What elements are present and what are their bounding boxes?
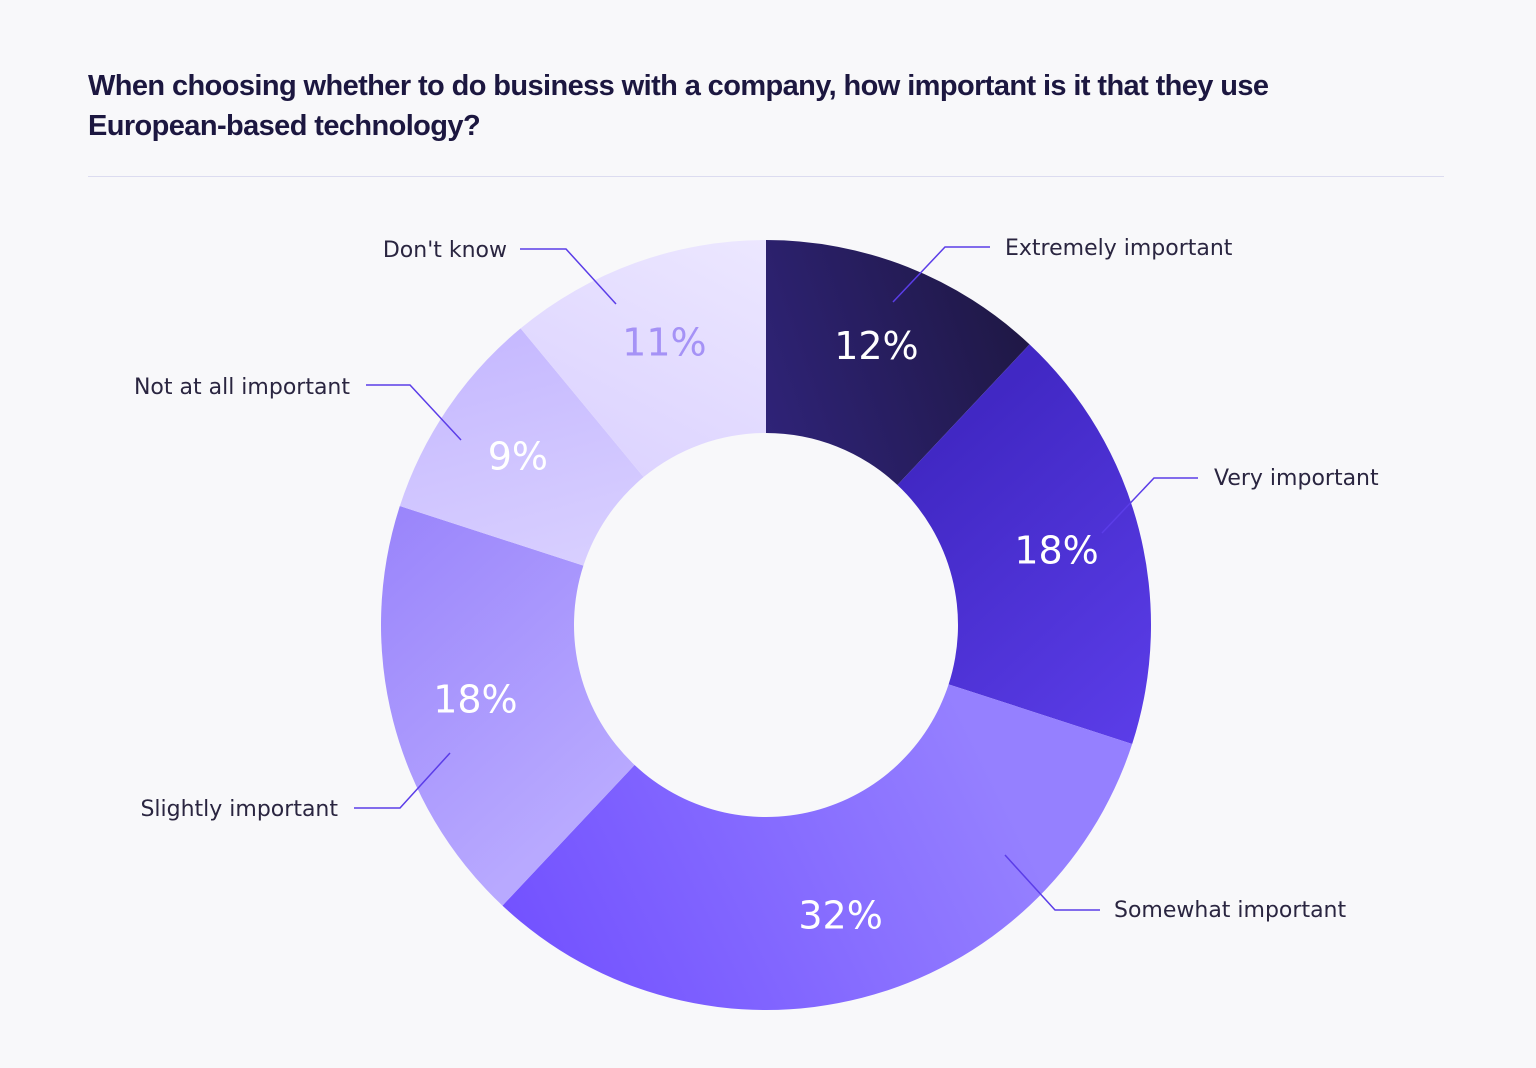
- slice-value-label: 12%: [834, 324, 918, 368]
- leader-line: [892, 246, 990, 303]
- slice-value-label: 18%: [433, 678, 517, 722]
- donut-slice-not-at-all-important: [399, 328, 644, 566]
- leader-line: [366, 384, 462, 441]
- donut-slice-somewhat-important: [502, 684, 1133, 1011]
- donut-slice-extremely-important: [766, 240, 1030, 486]
- donut-slice-don-t-know: [520, 240, 766, 478]
- donut-slice-very-important: [897, 344, 1151, 744]
- leader-line: [354, 752, 451, 809]
- slice-value-label: 11%: [622, 321, 706, 365]
- slice-value-label: 32%: [798, 894, 882, 938]
- leader-line: [1004, 854, 1100, 911]
- slice-category-label: Not at all important: [134, 375, 350, 400]
- leader-line: [1101, 477, 1198, 534]
- slice-category-label: Somewhat important: [1114, 898, 1346, 923]
- slice-value-label: 9%: [488, 434, 548, 478]
- value-labels-layer: 12% 18% 32% 18% 9% 11%: [433, 321, 1099, 938]
- slice-category-label: Extremely important: [1005, 236, 1233, 261]
- slices-layer: [380, 240, 1151, 1011]
- leader-line: [520, 248, 617, 305]
- chart-title: When choosing whether to do business wit…: [88, 70, 1269, 142]
- slice-value-label: 18%: [1014, 528, 1098, 572]
- donut-slice-slightly-important: [380, 506, 635, 906]
- slice-category-label: Very important: [1214, 466, 1379, 491]
- slice-category-label: Don't know: [383, 238, 507, 263]
- category-labels-layer: Extremely important Very important Somewha…: [134, 236, 1379, 923]
- slice-category-label: Slightly important: [140, 797, 338, 822]
- leader-lines-layer: [354, 246, 1198, 911]
- title-divider: [88, 176, 1444, 177]
